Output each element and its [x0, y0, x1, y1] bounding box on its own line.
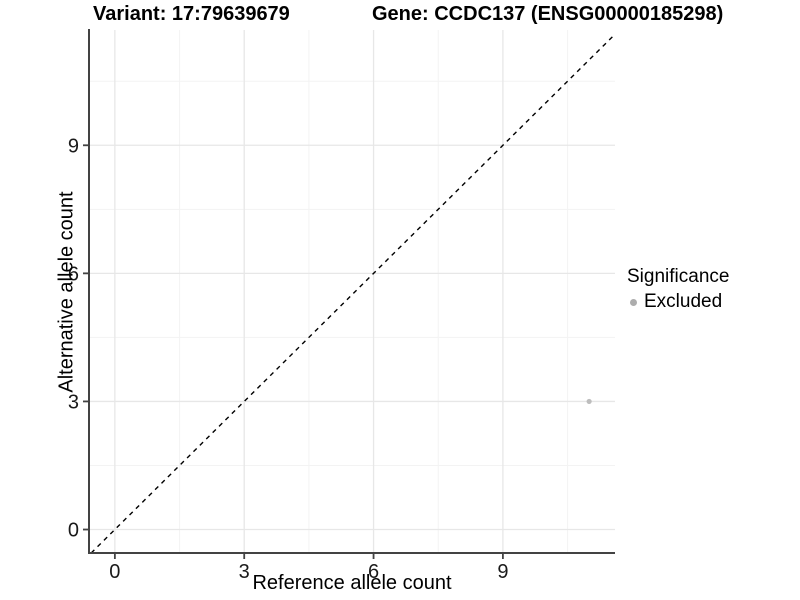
data-point — [586, 398, 592, 405]
y-tick-label: 9 — [68, 135, 79, 157]
y-tick-label: 3 — [68, 391, 79, 413]
legend-item-label: Excluded — [644, 291, 723, 312]
x-tick-label: 3 — [239, 561, 250, 583]
y-axis-title: Alternative allele count — [55, 191, 78, 393]
gene-title: Gene: CCDC137 (ENSG00000185298) — [372, 3, 724, 25]
plot-area-svg: 0 3 6 9 0 3 6 9 — [68, 29, 616, 583]
x-tick-label: 6 — [368, 561, 379, 583]
legend-item-excluded: Excluded — [627, 291, 729, 313]
legend-title: Significance — [627, 266, 730, 287]
y-tick-label: 6 — [68, 263, 79, 285]
identity-dashed-line — [90, 33, 616, 554]
variant-title: Variant: 17:79639679 — [93, 3, 290, 25]
excluded-key-dot-icon — [630, 298, 637, 306]
x-tick-label: 0 — [109, 561, 120, 583]
x-axis-title: Reference allele count — [252, 572, 452, 594]
plot-panel: 0 3 6 9 0 3 6 9 — [68, 29, 616, 583]
x-tick-label: 9 — [497, 561, 508, 583]
legend: Significance Excluded — [627, 265, 729, 313]
y-tick-label: 0 — [68, 520, 79, 542]
